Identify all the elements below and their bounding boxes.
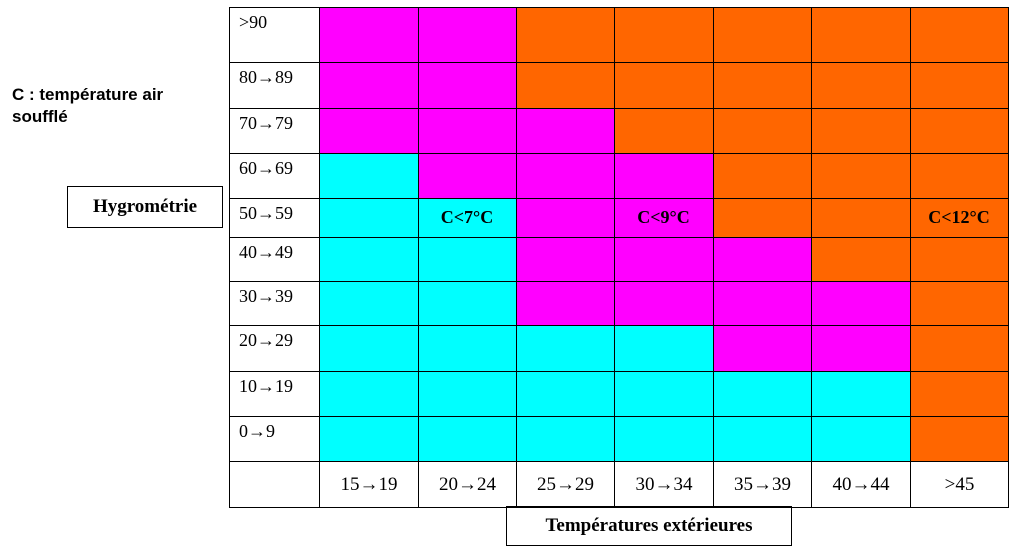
row-label: 50→59 (229, 198, 320, 238)
cell (910, 7, 1009, 63)
cell (614, 153, 714, 199)
cell (418, 325, 517, 372)
cell (516, 416, 615, 462)
cell (418, 7, 517, 63)
row-label: 30→39 (229, 281, 320, 326)
row-label: >90 (229, 7, 320, 63)
cell (713, 371, 812, 417)
cell (713, 198, 812, 238)
cell (319, 153, 419, 199)
cell (516, 237, 615, 282)
cell (910, 325, 1009, 372)
note: C : température air soufflé (12, 85, 164, 126)
cell (811, 108, 911, 154)
cell (614, 371, 714, 417)
cell (418, 108, 517, 154)
cell (319, 237, 419, 282)
column-label: 30→34 (614, 461, 714, 508)
cell (713, 108, 812, 154)
cell (811, 237, 911, 282)
cell (713, 325, 812, 372)
cell (319, 7, 419, 63)
cell (713, 153, 812, 199)
cell (418, 153, 517, 199)
cell (614, 237, 714, 282)
cell (418, 371, 517, 417)
cell (319, 371, 419, 417)
cell (614, 325, 714, 372)
cell (516, 7, 615, 63)
cell (910, 153, 1009, 199)
y-axis-label: Hygrométrie (67, 186, 223, 228)
cell (516, 325, 615, 372)
cell (418, 281, 517, 326)
cell (614, 416, 714, 462)
column-label: >45 (910, 461, 1009, 508)
cell (614, 62, 714, 109)
cell (319, 281, 419, 326)
zone-label: C<9°C (637, 207, 690, 227)
cell (811, 62, 911, 109)
cell (418, 198, 517, 238)
cell (713, 7, 812, 63)
cell (910, 416, 1009, 462)
cell (418, 416, 517, 462)
cell (516, 153, 615, 199)
row-label: 20→29 (229, 325, 320, 372)
column-label: 35→39 (713, 461, 812, 508)
cell (713, 237, 812, 282)
row-label: 70→79 (229, 108, 320, 154)
row-label: 40→49 (229, 237, 320, 282)
column-label: 40→44 (811, 461, 911, 508)
cell (811, 416, 911, 462)
x-axis-label: Températures extérieures (506, 506, 792, 546)
cell (811, 371, 911, 417)
row-label: 0→9 (229, 416, 320, 462)
cell (811, 198, 911, 238)
cell (516, 108, 615, 154)
cell (713, 416, 812, 462)
cell (516, 198, 615, 238)
row-label: 10→19 (229, 371, 320, 417)
cell (319, 198, 419, 238)
cell (910, 281, 1009, 326)
cell (713, 281, 812, 326)
cell (910, 237, 1009, 282)
cell (418, 237, 517, 282)
zone-label: C<7°C (440, 207, 494, 227)
cell (319, 325, 419, 372)
cell (319, 62, 419, 109)
cell (811, 7, 911, 63)
cell (319, 108, 419, 154)
cell (910, 108, 1009, 154)
cell (811, 281, 911, 326)
cell (418, 62, 517, 109)
cell (614, 7, 714, 63)
corner-cell (229, 461, 320, 508)
cell (910, 62, 1009, 109)
cell (713, 62, 812, 109)
column-label: 25→29 (516, 461, 615, 508)
cell (516, 62, 615, 109)
column-label: 15→19 (319, 461, 419, 508)
column-label: 20→24 (418, 461, 517, 508)
cell (319, 416, 419, 462)
cell (614, 281, 714, 326)
zone-label: C<12°C (928, 207, 990, 227)
row-label: 60→69 (229, 153, 320, 199)
cell (910, 198, 1009, 238)
cell (614, 108, 714, 154)
cell (910, 371, 1009, 417)
cell (811, 325, 911, 372)
cell (516, 371, 615, 417)
cell (516, 281, 615, 326)
cell (811, 153, 911, 199)
row-label: 80→89 (229, 62, 320, 109)
